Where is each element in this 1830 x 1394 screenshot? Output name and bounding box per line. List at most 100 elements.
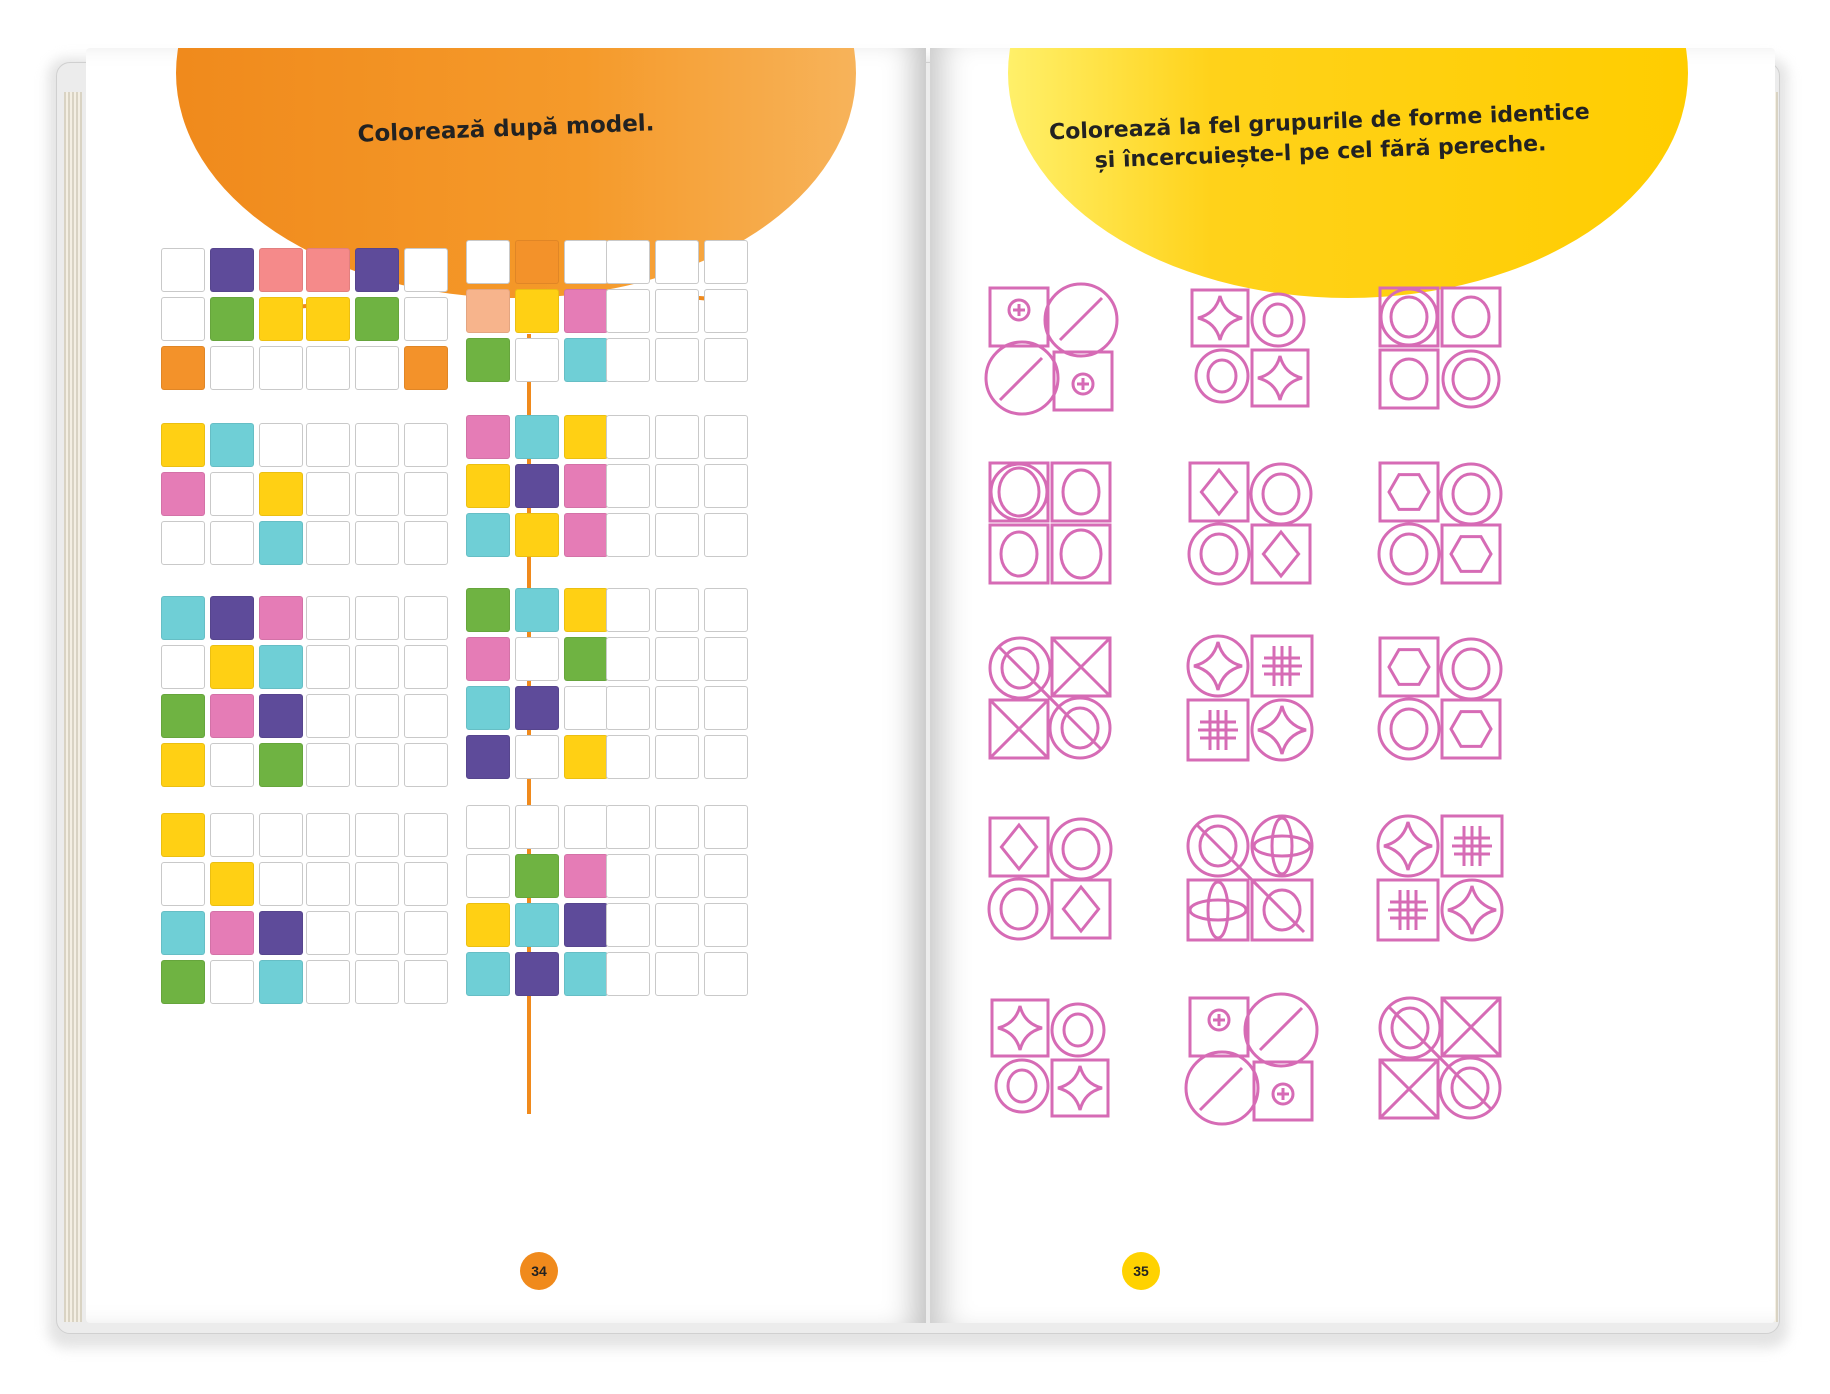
model-cell <box>564 637 608 681</box>
copy-cell[interactable] <box>404 694 448 738</box>
copy-cell[interactable] <box>306 813 350 857</box>
copy-cell[interactable] <box>704 637 748 681</box>
shape-group[interactable] <box>980 453 1120 593</box>
copy-cell[interactable] <box>306 596 350 640</box>
copy-cell[interactable] <box>404 645 448 689</box>
copy-cell[interactable] <box>306 248 350 292</box>
copy-cell[interactable] <box>355 743 399 787</box>
copy-cell[interactable] <box>355 911 399 955</box>
copy-cell[interactable] <box>606 289 650 333</box>
copy-cell[interactable] <box>655 338 699 382</box>
copy-cell[interactable] <box>606 415 650 459</box>
copy-cell[interactable] <box>306 346 350 390</box>
shape-group[interactable] <box>1180 808 1320 948</box>
copy-cell[interactable] <box>606 854 650 898</box>
copy-cell[interactable] <box>655 240 699 284</box>
copy-cell[interactable] <box>655 588 699 632</box>
copy-cell[interactable] <box>655 415 699 459</box>
copy-cell[interactable] <box>404 813 448 857</box>
shape-group[interactable] <box>1370 453 1510 593</box>
copy-cell[interactable] <box>306 911 350 955</box>
copy-cell[interactable] <box>704 854 748 898</box>
copy-cell[interactable] <box>306 297 350 341</box>
copy-cell[interactable] <box>306 472 350 516</box>
copy-cell[interactable] <box>606 735 650 779</box>
copy-cell[interactable] <box>306 694 350 738</box>
copy-cell[interactable] <box>606 903 650 947</box>
copy-cell[interactable] <box>704 415 748 459</box>
copy-cell[interactable] <box>355 645 399 689</box>
shape-group[interactable] <box>980 628 1120 768</box>
copy-cell[interactable] <box>655 464 699 508</box>
copy-cell[interactable] <box>655 513 699 557</box>
copy-cell[interactable] <box>606 240 650 284</box>
copy-cell[interactable] <box>355 346 399 390</box>
copy-cell[interactable] <box>606 588 650 632</box>
shape-group[interactable] <box>980 278 1120 418</box>
shape-group[interactable] <box>1370 278 1510 418</box>
copy-cell[interactable] <box>655 952 699 996</box>
copy-cell[interactable] <box>655 854 699 898</box>
copy-cell[interactable] <box>704 338 748 382</box>
copy-cell[interactable] <box>404 911 448 955</box>
copy-cell[interactable] <box>355 423 399 467</box>
shape-group[interactable] <box>1180 628 1320 768</box>
copy-cell[interactable] <box>355 960 399 1004</box>
shape-group[interactable] <box>1180 278 1320 418</box>
copy-cell[interactable] <box>355 472 399 516</box>
copy-cell[interactable] <box>306 521 350 565</box>
copy-cell[interactable] <box>704 588 748 632</box>
copy-cell[interactable] <box>704 513 748 557</box>
copy-cell[interactable] <box>704 735 748 779</box>
copy-cell[interactable] <box>404 960 448 1004</box>
copy-cell[interactable] <box>655 289 699 333</box>
copy-cell[interactable] <box>704 464 748 508</box>
copy-cell[interactable] <box>306 743 350 787</box>
copy-cell[interactable] <box>355 813 399 857</box>
copy-cell[interactable] <box>355 596 399 640</box>
copy-cell[interactable] <box>655 903 699 947</box>
copy-cell[interactable] <box>404 521 448 565</box>
copy-cell[interactable] <box>404 297 448 341</box>
copy-cell[interactable] <box>355 694 399 738</box>
copy-cell[interactable] <box>606 805 650 849</box>
copy-cell[interactable] <box>404 596 448 640</box>
shape-group[interactable] <box>980 808 1120 948</box>
copy-cell[interactable] <box>655 686 699 730</box>
copy-cell[interactable] <box>355 248 399 292</box>
copy-cell[interactable] <box>606 338 650 382</box>
copy-cell[interactable] <box>704 240 748 284</box>
copy-cell[interactable] <box>404 862 448 906</box>
copy-cell[interactable] <box>704 903 748 947</box>
copy-cell[interactable] <box>404 743 448 787</box>
copy-cell[interactable] <box>355 862 399 906</box>
copy-cell[interactable] <box>306 960 350 1004</box>
shape-group[interactable] <box>1370 808 1510 948</box>
copy-cell[interactable] <box>404 248 448 292</box>
copy-cell[interactable] <box>355 297 399 341</box>
copy-cell[interactable] <box>704 952 748 996</box>
copy-cell[interactable] <box>655 735 699 779</box>
shape-group[interactable] <box>1370 628 1510 768</box>
copy-cell[interactable] <box>355 521 399 565</box>
copy-cell[interactable] <box>306 645 350 689</box>
copy-cell[interactable] <box>306 862 350 906</box>
copy-cell[interactable] <box>404 472 448 516</box>
copy-cell[interactable] <box>606 637 650 681</box>
copy-cell[interactable] <box>655 805 699 849</box>
copy-cell[interactable] <box>606 952 650 996</box>
shape-group[interactable] <box>1180 453 1320 593</box>
copy-cell[interactable] <box>404 423 448 467</box>
copy-cell[interactable] <box>655 637 699 681</box>
copy-cell[interactable] <box>704 686 748 730</box>
copy-cell[interactable] <box>606 464 650 508</box>
shape-group[interactable] <box>1180 988 1320 1128</box>
shape-group[interactable] <box>980 988 1120 1128</box>
copy-cell[interactable] <box>606 686 650 730</box>
shape-group[interactable] <box>1370 988 1510 1128</box>
copy-cell[interactable] <box>404 346 448 390</box>
copy-cell[interactable] <box>606 513 650 557</box>
copy-cell[interactable] <box>704 805 748 849</box>
copy-cell[interactable] <box>306 423 350 467</box>
copy-cell[interactable] <box>704 289 748 333</box>
